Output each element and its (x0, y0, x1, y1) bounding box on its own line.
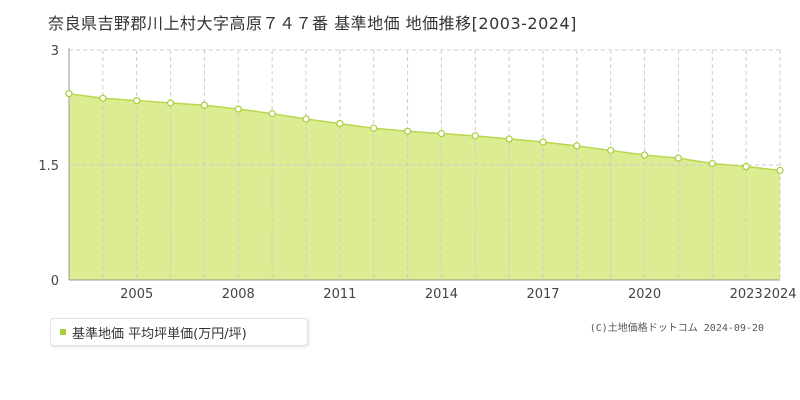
x-tick-label: 2023 (730, 287, 763, 302)
data-point (200, 101, 209, 109)
chart-title: 奈良県吉野郡川上村大字高原７４７番 基準地価 地価推移[2003-2024] (48, 14, 577, 33)
y-tick-label: 0 (51, 274, 59, 289)
data-point (505, 135, 513, 143)
data-point (268, 110, 276, 118)
data-point (573, 142, 581, 150)
data-point (234, 105, 242, 113)
area-fill (69, 93, 780, 280)
legend: 基準地価 平均坪単価(万円/坪) (50, 318, 308, 346)
x-tick-label: 2011 (323, 287, 356, 302)
data-point (65, 90, 73, 98)
x-tick-label: 2024 (763, 287, 796, 302)
series-line (68, 92, 781, 172)
data-point (437, 129, 446, 138)
x-tick-label: 2005 (120, 287, 153, 302)
legend-swatch (60, 329, 66, 335)
x-tick-label: 2008 (222, 287, 255, 302)
x-tick-label: 2017 (526, 287, 559, 302)
x-tick-label: 2020 (628, 287, 661, 302)
data-point (403, 127, 412, 135)
data-point (539, 138, 547, 146)
data-point (166, 99, 175, 107)
data-point (336, 119, 344, 128)
legend-label: 基準地価 平均坪単価(万円/坪) (72, 326, 247, 342)
data-point (302, 115, 310, 123)
data-point (742, 162, 750, 171)
data-point (133, 96, 141, 105)
data-point (776, 166, 784, 174)
data-point (471, 132, 479, 140)
data-point (674, 154, 683, 162)
y-tick-label: 3 (51, 44, 59, 59)
data-point (708, 159, 716, 168)
data-point (607, 146, 615, 155)
data-point (99, 94, 107, 102)
x-tick-label: 2014 (425, 287, 458, 302)
data-point (640, 151, 649, 159)
copyright-notice: (C)土地価格ドットコム 2024-09-20 (589, 323, 764, 334)
y-tick-label: 1.5 (38, 159, 59, 174)
data-point (370, 124, 378, 132)
